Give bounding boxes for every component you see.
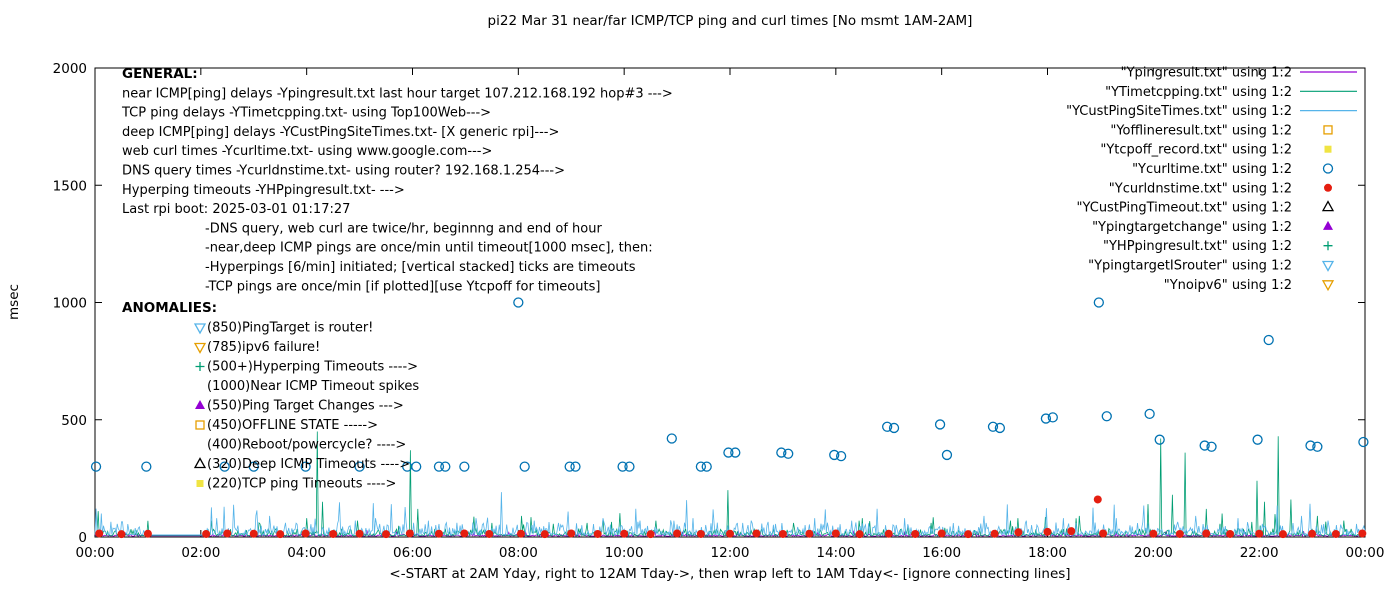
- chart-title: pi22 Mar 31 near/far ICMP/TCP ping and c…: [488, 13, 973, 29]
- anomaly-line: (850)PingTarget is router!: [207, 321, 373, 336]
- x-tick-label: 00:00: [76, 545, 115, 561]
- series-points-Ycurldnstime.txt: [95, 495, 1367, 539]
- y-tick-label: 0: [78, 530, 87, 546]
- annotation-anomalies: ANOMALIES: (850)PingTarget is router! (785…: [122, 300, 419, 492]
- legend-label-Yofflineresult.txt: "Yofflineresult.txt" using 1:2: [1110, 123, 1292, 138]
- square-open-key-icon: [195, 420, 205, 430]
- general-line: near ICMP[ping] delays -Ypingresult.txt …: [122, 86, 673, 101]
- annotation-general: GENERAL: near ICMP[ping] delays -Ypingres…: [121, 66, 673, 294]
- x-tick-label: 00:00: [1346, 545, 1385, 561]
- x-axis-label: <-START at 2AM Yday, right to 12AM Tday-…: [389, 566, 1070, 582]
- y-tick-label: 1500: [53, 178, 87, 194]
- anomaly-line: (785)ipv6 failure!: [207, 340, 320, 355]
- legend-label-Ycurldnstime.txt: "Ycurldnstime.txt" using 1:2: [1109, 181, 1292, 196]
- general-line: Last rpi boot: 2025-03-01 01:17:27: [122, 202, 350, 217]
- anomaly-line: (400)Reboot/powercycle? ---->: [207, 438, 406, 453]
- general-line: web curl times -Ycurltime.txt- using www…: [122, 144, 492, 159]
- anomaly-line: (500+)Hyperping Timeouts ---->: [207, 360, 418, 375]
- series-points-Ycurltime.txt: [90, 297, 1369, 472]
- triangle-up-open-key-icon: [193, 457, 207, 469]
- general-line: TCP ping delays -YTimetcpping.txt- using…: [121, 106, 491, 121]
- x-tick-label: 12:00: [711, 545, 750, 561]
- y-tick-label: 2000: [53, 61, 87, 77]
- general-line: Hyperping timeouts -YHPpingresult.txt- -…: [122, 183, 405, 198]
- anomaly-line: (320)Deep ICMP Timeouts ---->: [207, 457, 410, 472]
- x-tick-label: 08:00: [499, 545, 538, 561]
- legend-label-YCustPingTimeout.txt: "YCustPingTimeout.txt" using 1:2: [1077, 201, 1292, 216]
- x-tick-label: 14:00: [816, 545, 855, 561]
- triangle-down-open-key-icon: [193, 342, 207, 354]
- legend-label-Ytcpoff_record.txt: "Ytcpoff_record.txt" using 1:2: [1100, 143, 1292, 158]
- general-line: -near,deep ICMP pings are once/min until…: [205, 241, 653, 256]
- legend-label-YCustPingSiteTimes.txt: "YCustPingSiteTimes.txt" using 1:2: [1066, 104, 1292, 119]
- general-line: -TCP pings are once/min [if plotted][use…: [205, 279, 600, 294]
- x-tick-label: 16:00: [922, 545, 961, 561]
- anomaly-line: (550)Ping Target Changes --->: [207, 399, 404, 414]
- triangle-down-open-key-icon: [193, 323, 207, 335]
- general-line: deep ICMP[ping] delays -YCustPingSiteTim…: [122, 125, 559, 140]
- legend-label-Ynoipv6: "Ynoipv6" using 1:2: [1164, 278, 1292, 293]
- plot-content: 00:00 02:00 04:00 06:00 08:00 10:00 12:00 14:00…: [53, 61, 1385, 561]
- general-line: -DNS query, web curl are twice/hr, begin…: [205, 221, 602, 236]
- anomaly-line: (220)TCP ping Timeouts ---->: [207, 477, 396, 492]
- y-tick-label: 500: [61, 413, 87, 429]
- x-tick-label: 22:00: [1240, 545, 1279, 561]
- legend-label-YpingtargetISrouter: "YpingtargetISrouter" using 1:2: [1088, 259, 1292, 274]
- x-tick-label: 18:00: [1028, 545, 1067, 561]
- legend: "Ypingresult.txt" using 1:2 "YTimetcpping…: [1066, 66, 1357, 293]
- general-heading: GENERAL:: [122, 66, 198, 82]
- triangle-up-filled-key-icon: [195, 400, 205, 409]
- y-tick-label: 1000: [53, 296, 87, 312]
- general-line: -Hyperpings [6/min] initiated; [vertical…: [205, 260, 636, 275]
- anomaly-line: (1000)Near ICMP Timeout spikes: [207, 379, 419, 394]
- x-tick-label: 20:00: [1134, 545, 1173, 561]
- square-filled-key-icon: [196, 480, 204, 487]
- legend-label-YHPpingresult.txt: "YHPpingresult.txt" using 1:2: [1103, 239, 1292, 254]
- general-line: DNS query times -Ycurldnstime.txt- using…: [122, 164, 565, 179]
- legend-label-Ypingtargetchange: "Ypingtargetchange" using 1:2: [1092, 220, 1292, 235]
- anomalies-heading: ANOMALIES:: [122, 300, 217, 316]
- x-tick-label: 02:00: [181, 545, 220, 561]
- legend-label-YTimetcpping.txt: "YTimetcpping.txt" using 1:2: [1105, 85, 1292, 100]
- series-line-YCustPingSiteTimes.txt: [94, 492, 1366, 537]
- y-axis-label: msec: [6, 284, 22, 320]
- x-tick-label: 10:00: [605, 545, 644, 561]
- legend-label-Ycurltime.txt: "Ycurltime.txt" using 1:2: [1132, 162, 1292, 177]
- x-tick-label: 06:00: [393, 545, 432, 561]
- legend-label-Ypingresult.txt: "Ypingresult.txt" using 1:2: [1121, 66, 1292, 81]
- x-tick-label: 04:00: [287, 545, 326, 561]
- plus-key-icon: [195, 362, 205, 371]
- anomaly-line: (450)OFFLINE STATE ----->: [207, 418, 378, 433]
